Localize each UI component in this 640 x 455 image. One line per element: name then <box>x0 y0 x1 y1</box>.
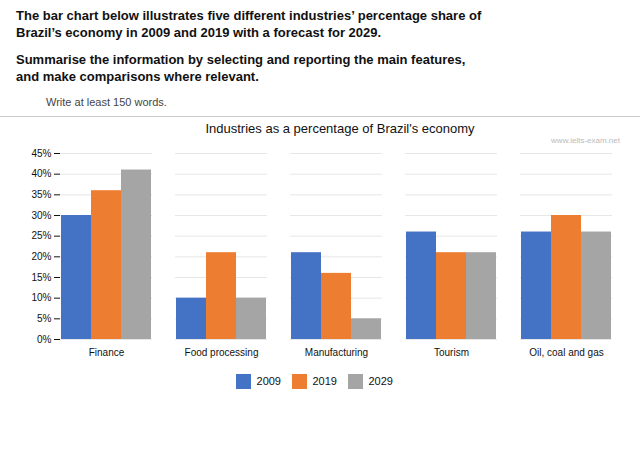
html-text:Write at least 150 words.: Write at least 150 words. <box>46 95 167 108</box>
svg-text:Food processing: Food processing <box>185 346 259 357</box>
svg-text:25%: 25% <box>31 230 51 241</box>
html-text:Summarise the information by s: Summarise the information by selecting a… <box>16 51 466 84</box>
html-text:2029: 2029 <box>368 375 393 388</box>
svg-text:Oil, coal and gas: Oil, coal and gas <box>529 346 604 357</box>
svg-text:40%: 40% <box>31 168 51 179</box>
html-text:www.ielts-exam.net: www.ielts-exam.net <box>551 135 620 145</box>
html-text:2009: 2009 <box>256 375 281 388</box>
html-text:2019: 2019 <box>312 375 337 388</box>
svg-text:35%: 35% <box>31 189 51 200</box>
svg-text:45%: 45% <box>31 147 51 158</box>
svg-text:Tourism: Tourism <box>434 346 469 357</box>
svg-text:10%: 10% <box>31 292 51 303</box>
svg-text:Manufacturing: Manufacturing <box>305 346 368 357</box>
html-text:Industries as a percentage of: Industries as a percentage of Brazil's e… <box>205 120 475 136</box>
svg-text:30%: 30% <box>31 209 51 220</box>
svg-text:0%: 0% <box>37 333 52 344</box>
html-text:The bar chart below illustrate: The bar chart below illustrates five dif… <box>16 8 482 40</box>
svg-text:5%: 5% <box>37 313 52 324</box>
svg-text:20%: 20% <box>31 251 51 262</box>
svg-text:15%: 15% <box>31 271 51 282</box>
svg-text:Finance: Finance <box>89 346 125 357</box>
